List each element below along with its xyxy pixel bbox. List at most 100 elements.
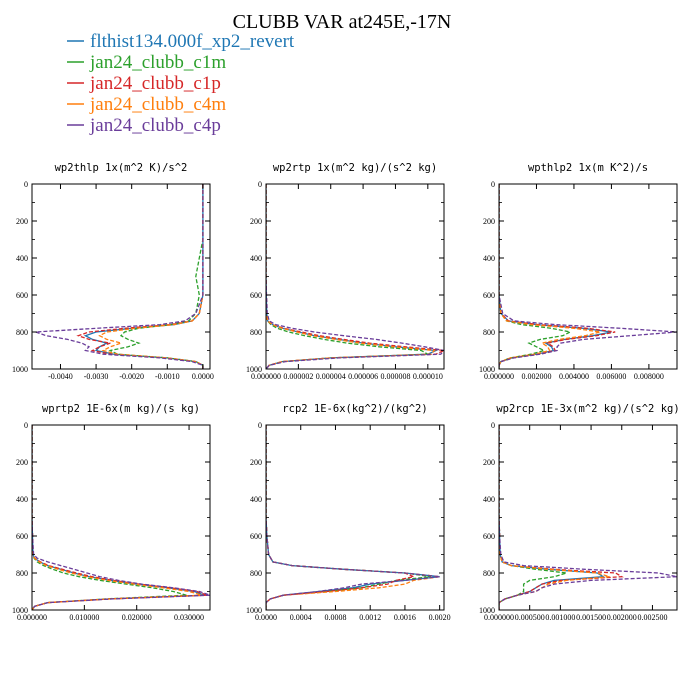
x-tick-label: 0.002000: [521, 372, 551, 381]
series-line: [32, 425, 206, 610]
y-tick-label: 0: [24, 421, 28, 430]
panel-title: wp2rcp 1E-3x(m^2 kg)/(s^2 kg): [496, 403, 679, 415]
y-tick-label: 0: [491, 180, 495, 189]
y-tick-label: 800: [16, 328, 28, 337]
y-tick-label: 1000: [479, 606, 495, 615]
y-tick-label: 1000: [246, 606, 262, 615]
x-tick-label: 0.006000: [596, 372, 626, 381]
x-tick-label: -0.0010: [155, 372, 180, 381]
y-tick-label: 1000: [12, 606, 28, 615]
y-tick-label: 0: [491, 421, 495, 430]
y-tick-label: 200: [16, 458, 28, 467]
panel-title: rcp2 1E-6x(kg^2)/(kg^2): [282, 403, 427, 415]
y-tick-label: 600: [16, 291, 28, 300]
legend-entry: jan24_clubb_c4m: [67, 94, 226, 115]
legend-entry: flthist134.000f_xp2_revert: [67, 31, 295, 52]
x-tick-label: 0.000002: [283, 372, 313, 381]
x-tick-label: 0.002000: [607, 613, 637, 622]
x-tick-label: 0.0016: [394, 613, 416, 622]
y-tick-label: 800: [483, 328, 495, 337]
series-line: [266, 184, 436, 369]
chart-panel: wprtp2 1E-6x(m kg)/(s kg) 0 200 400 600 800 10…: [12, 403, 211, 622]
x-tick-label: -0.0040: [48, 372, 73, 381]
y-tick-label: 200: [16, 217, 28, 226]
y-tick-label: 600: [250, 532, 262, 541]
legend-label: flthist134.000f_xp2_revert: [90, 31, 295, 52]
panel-title: wp2rtp 1x(m^2 kg)/(s^2 kg): [273, 162, 437, 174]
x-tick-label: 0.001500: [576, 613, 606, 622]
y-tick-label: 400: [483, 495, 495, 504]
series-line: [76, 184, 204, 369]
series-line: [499, 184, 601, 369]
x-tick-label: 0.030000: [174, 613, 204, 622]
x-tick-label: 0.010000: [69, 613, 99, 622]
x-tick-label: 0.000004: [316, 372, 346, 381]
x-tick-label: 0.004000: [559, 372, 589, 381]
y-tick-label: 800: [16, 569, 28, 578]
series-line: [499, 425, 610, 610]
y-tick-label: 1000: [12, 365, 28, 374]
y-tick-label: 1000: [246, 365, 262, 374]
plot-frame: [31, 183, 211, 370]
x-tick-label: 0.000000: [251, 372, 281, 381]
x-tick-label: 0.0008: [324, 613, 346, 622]
legend-label: jan24_clubb_c4m: [89, 94, 226, 115]
y-tick-label: 0: [258, 180, 262, 189]
plot-frame: [498, 424, 678, 611]
x-tick-label: 0.000010: [413, 372, 443, 381]
x-tick-label: 0.000008: [380, 372, 410, 381]
y-tick-label: 600: [250, 291, 262, 300]
y-tick-label: 200: [250, 458, 262, 467]
legend-label: jan24_clubb_c4p: [89, 115, 221, 136]
x-tick-label: 0.020000: [122, 613, 152, 622]
x-tick-label: 0.000006: [348, 372, 378, 381]
panel-title: wp2thlp 1x(m^2 K)/s^2: [55, 162, 188, 174]
series-line: [266, 425, 440, 610]
legend-label: jan24_clubb_c1m: [89, 52, 226, 73]
series-line: [108, 184, 204, 369]
y-tick-label: 200: [483, 217, 495, 226]
y-tick-label: 400: [250, 254, 262, 263]
y-tick-label: 800: [250, 328, 262, 337]
series-line: [32, 425, 187, 610]
series-line: [83, 184, 204, 369]
plot-frame: [498, 183, 678, 370]
series-line: [266, 425, 440, 610]
y-tick-label: 800: [250, 569, 262, 578]
x-tick-label: 0.008000: [634, 372, 664, 381]
x-tick-label: 0.000500: [515, 613, 545, 622]
panels: wp2thlp 1x(m^2 K)/s^2 0 200 400 600 800 1000 -0…: [12, 162, 680, 622]
chart-panel: wp2rtp 1x(m^2 kg)/(s^2 kg) 0 200 400 600 800 1…: [246, 162, 445, 381]
legend-label: jan24_clubb_c1p: [89, 73, 221, 94]
series-line: [499, 184, 573, 369]
y-tick-label: 400: [250, 495, 262, 504]
x-tick-label: -0.0020: [119, 372, 144, 381]
series-line: [499, 425, 606, 610]
y-tick-label: 600: [483, 532, 495, 541]
series-line: [266, 425, 416, 610]
panel-title: wpthlp2 1x(m K^2)/s: [528, 162, 648, 174]
x-tick-label: -0.0030: [84, 372, 109, 381]
series-line: [266, 425, 432, 610]
plot-frame: [265, 424, 445, 611]
legend-entry: jan24_clubb_c4p: [67, 115, 221, 136]
y-tick-label: 400: [483, 254, 495, 263]
series-line: [499, 184, 677, 369]
series-line: [499, 425, 567, 610]
series-line: [98, 184, 204, 369]
y-tick-label: 600: [16, 532, 28, 541]
legend-entry: jan24_clubb_c1m: [67, 52, 226, 73]
chart-panel: wp2thlp 1x(m^2 K)/s^2 0 200 400 600 800 1000 -0…: [12, 162, 214, 381]
y-tick-label: 0: [24, 180, 28, 189]
series-line: [32, 425, 203, 610]
y-tick-label: 200: [483, 458, 495, 467]
x-tick-label: 0.001000: [545, 613, 575, 622]
x-tick-label: 0.000000: [17, 613, 47, 622]
chart-panel: wpthlp2 1x(m K^2)/s020040060080010000.00…: [479, 162, 678, 381]
x-tick-label: 0.000000: [484, 372, 514, 381]
legend: flthist134.000f_xp2_revertjan24_clubb_c1…: [67, 31, 295, 136]
chart-panel: wp2rcp 1E-3x(m^2 kg)/(s^2 kg)0 200 400 600 8…: [479, 403, 680, 622]
x-tick-label: 0.0000: [192, 372, 214, 381]
chart-panel: rcp2 1E-6x(kg^2)/(kg^2) 0 200 400 600 800 1000…: [246, 403, 451, 622]
